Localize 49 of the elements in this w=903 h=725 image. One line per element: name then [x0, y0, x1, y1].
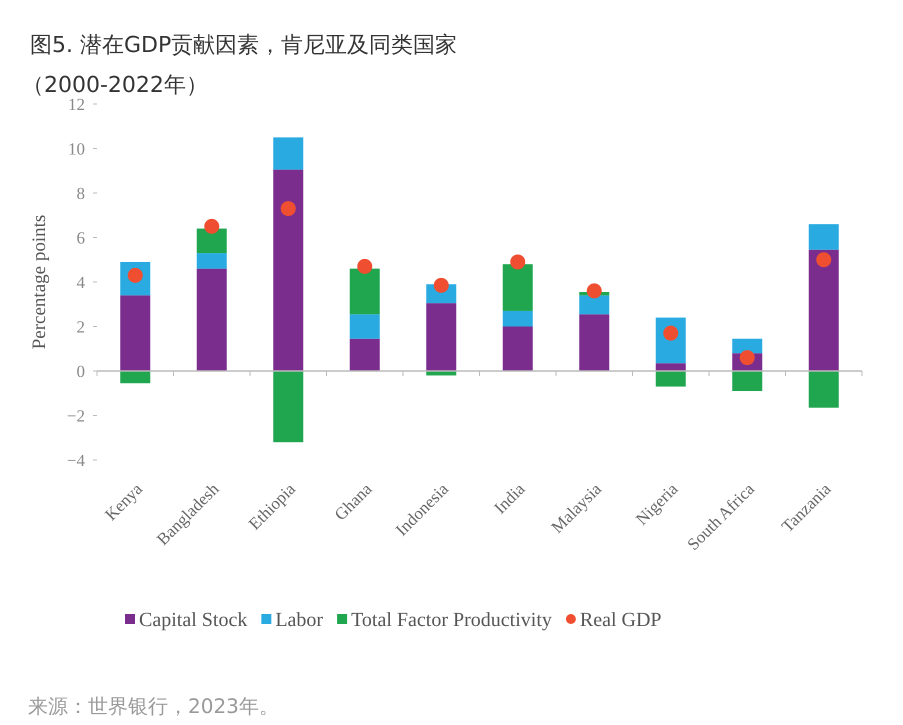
legend-label: Capital Stock: [139, 609, 248, 631]
legend-label: Labor: [275, 609, 324, 631]
bar: [196, 253, 227, 269]
bar: [808, 371, 839, 408]
chart-title: 图5. 潜在GDP贡献因素，肯尼亚及同类国家: [30, 33, 458, 58]
bar: [273, 371, 304, 442]
bar: [502, 264, 533, 311]
bar: [196, 228, 227, 254]
bar: [350, 268, 380, 314]
y-tick-label: 2: [76, 318, 85, 336]
bar: [502, 326, 533, 371]
point: [586, 283, 602, 298]
point: [357, 258, 372, 274]
y-tick-label: 0: [76, 362, 85, 381]
x-tick-label: India: [490, 479, 529, 518]
legend-label: Real GDP: [580, 609, 662, 631]
legend-label: Total Factor Productivity: [351, 609, 552, 631]
bar: [273, 170, 304, 371]
point: [510, 254, 526, 270]
bar: [273, 137, 304, 170]
y-tick-label: −4: [66, 451, 86, 470]
y-tick-label: 8: [76, 184, 85, 203]
y-tick-label: 4: [76, 273, 86, 292]
bar: [579, 314, 610, 371]
bar: [808, 224, 839, 250]
bar: [732, 371, 762, 392]
point: [280, 201, 296, 216]
y-tick-label: −2: [66, 406, 85, 426]
point: [204, 218, 220, 234]
bar: [656, 363, 686, 371]
bar: [502, 310, 533, 326]
bar: [426, 303, 456, 371]
source-note: 来源：世界银行，2023年。: [28, 694, 279, 718]
bar: [656, 371, 686, 387]
bar: [350, 314, 380, 339]
bar: [732, 338, 762, 354]
bar: [579, 295, 610, 314]
point: [434, 278, 449, 293]
chart-subtitle: （2000-2022年）: [22, 73, 208, 98]
point: [816, 252, 832, 268]
bar: [120, 295, 150, 371]
y-tick-label: 6: [76, 228, 85, 248]
y-tick-label: 10: [68, 140, 85, 158]
bar: [350, 338, 380, 371]
bar: [808, 250, 839, 371]
bar: [120, 371, 150, 384]
y-axis-title: Percentage points: [29, 214, 50, 350]
bar: [196, 268, 227, 371]
y-tick-label: 12: [68, 95, 85, 114]
